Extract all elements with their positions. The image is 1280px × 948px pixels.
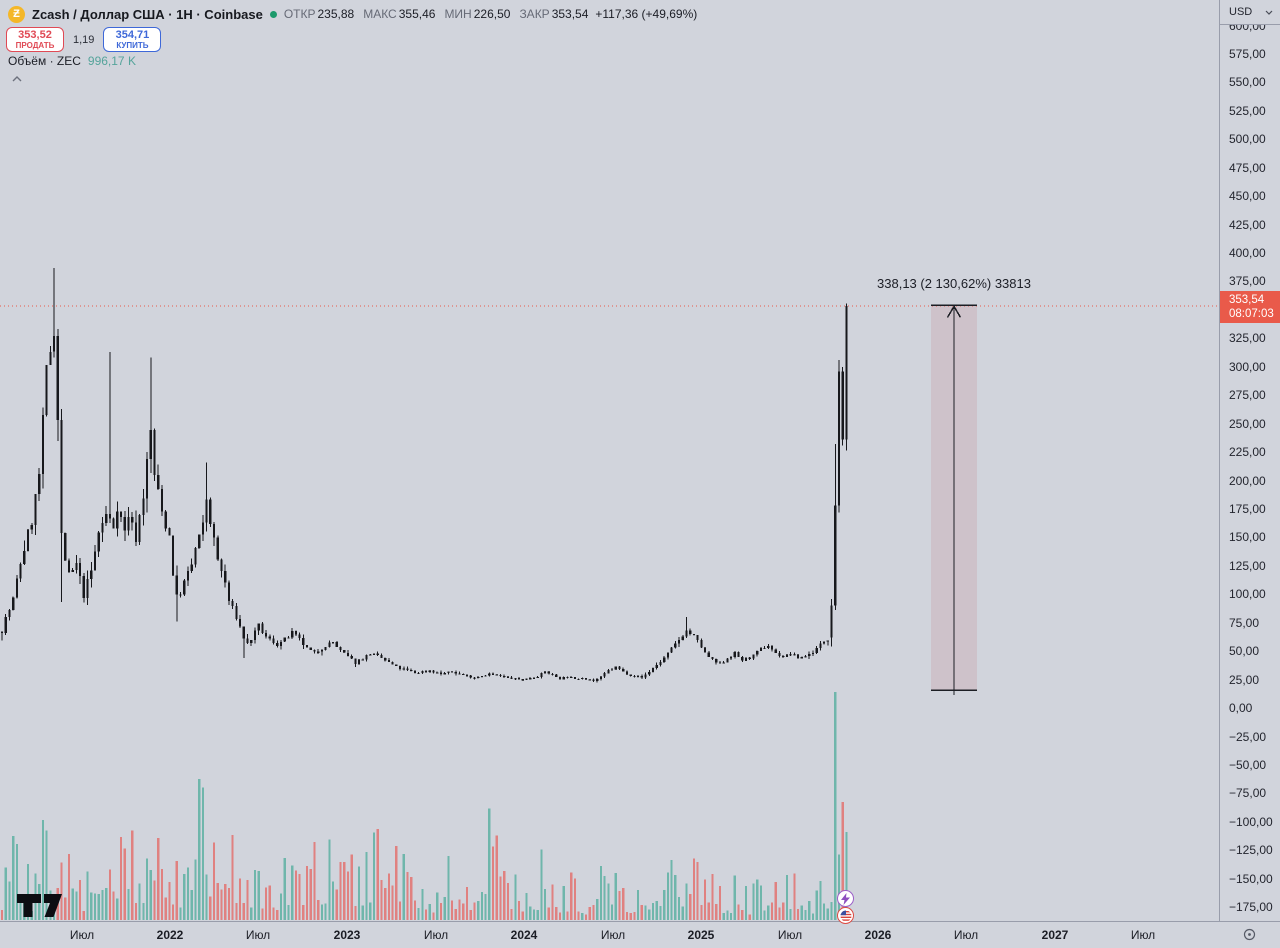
- price-tick: 225,00: [1229, 445, 1266, 460]
- price-tick: −100,00: [1229, 814, 1273, 829]
- market-open-dot: [269, 10, 277, 18]
- tradingview-logo[interactable]: [17, 893, 63, 923]
- us-flag-event-icon[interactable]: [837, 907, 854, 924]
- price-tick: 50,00: [1229, 644, 1260, 659]
- chart-legend: Ƶ Zcash / Доллар США · 1Н · Coinbase ОТК…: [6, 5, 698, 82]
- chart-plot-area[interactable]: [0, 0, 1219, 921]
- ohlc-pair: МАКС 355,46: [363, 7, 436, 21]
- time-tick: 2023: [333, 928, 361, 942]
- price-tick: 425,00: [1229, 217, 1266, 232]
- buy-price: 354,71: [115, 29, 150, 41]
- price-tick: −125,00: [1229, 843, 1273, 858]
- price-axis[interactable]: 600,00 575,00 550,00 525,00 500,00 475,00 450,…: [1219, 0, 1280, 921]
- time-tick: 2025: [687, 928, 715, 942]
- sell-price: 353,52: [18, 29, 52, 41]
- price-tick: 575,00: [1229, 46, 1266, 61]
- buy-label: КУПИТЬ: [116, 41, 149, 50]
- change-value: +117,36 (+49,69%): [595, 7, 698, 21]
- price-tick: 450,00: [1229, 189, 1266, 204]
- price-tick: 525,00: [1229, 103, 1266, 118]
- time-tick: Июл: [777, 928, 803, 942]
- ohlc-values: ОТКР 235,88 МАКС 355,46 МИН 226,50 ЗАКР 353,54: [284, 7, 589, 21]
- price-tick: 375,00: [1229, 274, 1266, 289]
- time-tick: 2024: [510, 928, 538, 942]
- price-range-label[interactable]: 338,13 (2 130,62%) 33813: [877, 276, 1031, 291]
- current-price: 353,54: [1229, 293, 1265, 306]
- price-range-tool: [931, 304, 977, 695]
- ohlc-pair: ОТКР 235,88: [283, 7, 355, 21]
- price-tick: 125,00: [1229, 558, 1266, 573]
- currency-selector[interactable]: USD: [1220, 0, 1280, 25]
- price-tick: 475,00: [1229, 160, 1266, 175]
- volume-indicator-value: 996,17 K: [87, 54, 136, 68]
- currency-label: USD: [1229, 6, 1253, 18]
- time-tick: 2027: [1041, 928, 1069, 942]
- scale-settings-button[interactable]: [1219, 921, 1280, 948]
- price-tick: −75,00: [1229, 786, 1267, 801]
- ohlc-pair: ЗАКР 353,54: [519, 7, 589, 21]
- price-tick: 275,00: [1229, 388, 1266, 403]
- price-tick: 550,00: [1229, 75, 1266, 90]
- chevron-up-icon[interactable]: [12, 69, 22, 87]
- price-tick: 300,00: [1229, 359, 1266, 374]
- price-tick: 325,00: [1229, 331, 1266, 346]
- price-tick: −50,00: [1229, 757, 1267, 772]
- price-tick: 200,00: [1229, 473, 1266, 488]
- time-tick: Июл: [245, 928, 271, 942]
- price-tick: 500,00: [1229, 132, 1266, 147]
- time-axis[interactable]: Июл 2022 Июл 2023 Июл 2024 Июл 2025 Июл 2026 Июл 20…: [0, 921, 1280, 948]
- sell-label: ПРОДАТЬ: [15, 41, 55, 50]
- zcash-icon: Ƶ: [8, 5, 25, 23]
- price-tick: 75,00: [1229, 615, 1260, 630]
- price-tick: −175,00: [1229, 900, 1273, 915]
- price-tick: −150,00: [1229, 871, 1273, 886]
- time-tick: 2026: [864, 928, 892, 942]
- buy-button[interactable]: 354,71 КУПИТЬ: [103, 27, 162, 52]
- price-tick: 25,00: [1229, 672, 1260, 687]
- time-tick: Июл: [69, 928, 95, 942]
- lightning-event-icon[interactable]: [837, 890, 854, 907]
- price-tick: 150,00: [1229, 530, 1266, 545]
- time-tick: 2022: [156, 928, 184, 942]
- symbol-title[interactable]: Zcash / Доллар США · 1Н · Coinbase: [32, 6, 263, 22]
- target-dot-icon: [1243, 928, 1256, 941]
- ohlc-pair: МИН 226,50: [444, 7, 511, 21]
- time-tick: Июл: [423, 928, 449, 942]
- price-tick: 175,00: [1229, 502, 1266, 516]
- spread-value: 1,19: [73, 33, 95, 46]
- price-tick: 250,00: [1229, 416, 1266, 431]
- time-tick: Июл: [600, 928, 626, 942]
- time-tick: Июл: [953, 928, 979, 942]
- price-tick: 400,00: [1229, 246, 1266, 260]
- volume-indicator-label[interactable]: Объём · ZEC: [8, 54, 81, 68]
- price-tick: −25,00: [1229, 729, 1267, 744]
- time-tick: Июл: [1130, 928, 1156, 942]
- price-tick: 0,00: [1229, 701, 1253, 715]
- current-price-tag: 353,54 08:07:03: [1220, 290, 1280, 323]
- chevron-down-icon: [1265, 10, 1273, 15]
- price-tick: 100,00: [1229, 587, 1266, 602]
- bar-countdown: 08:07:03: [1229, 307, 1274, 320]
- sell-button[interactable]: 353,52 ПРОДАТЬ: [6, 27, 64, 52]
